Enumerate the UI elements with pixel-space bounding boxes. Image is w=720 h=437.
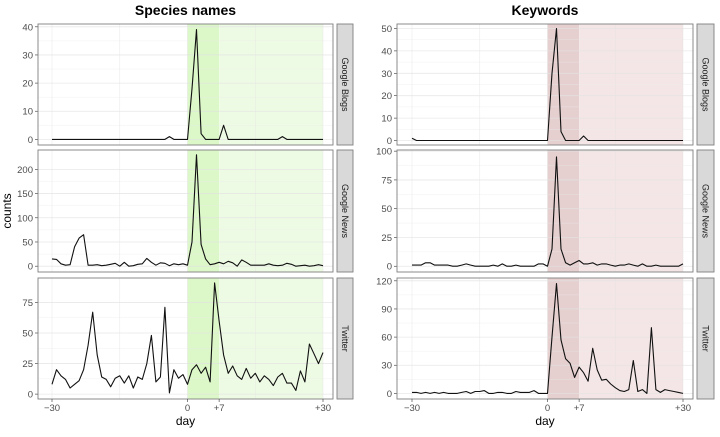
- facet-strip: [696, 277, 715, 400]
- panel-twitter: 0 25 50 75 Twitter −30 0 +7 +30: [22, 277, 354, 414]
- facet-strip: [696, 149, 715, 273]
- y-tick-label: 60: [381, 333, 392, 344]
- x-tick-label: +7: [214, 403, 225, 414]
- facet-strip: [336, 149, 354, 273]
- y-tick-label: 0: [387, 262, 392, 273]
- series-line: [51, 282, 324, 394]
- x-tick-label: −30: [404, 403, 420, 414]
- x-axis-label: day: [176, 414, 195, 428]
- series-line: [52, 29, 323, 140]
- x-tick-label: 0: [185, 403, 190, 414]
- highlight-window: [547, 150, 580, 272]
- y-tick-label: 100: [376, 147, 392, 158]
- x-tick-label: 0: [545, 403, 550, 414]
- panel-border: [396, 23, 694, 146]
- panel-border: [396, 277, 694, 400]
- panel-google-news: 0 50 100 150 200 Google News: [17, 149, 354, 273]
- y-tick-label: 30: [22, 50, 33, 61]
- y-tick-label: 25: [381, 233, 392, 244]
- y-tick-label: 50: [22, 329, 33, 340]
- y-tick-label: 40: [381, 46, 392, 57]
- highlight-window: [219, 278, 323, 399]
- y-tick-label: 20: [381, 91, 392, 102]
- y-tick-label: 10: [22, 107, 33, 118]
- y-tick-label: 120: [376, 276, 392, 287]
- highlight-window: [219, 150, 323, 272]
- y-tick-label: 0: [28, 390, 33, 401]
- series-line: [411, 27, 683, 142]
- panel-border: [37, 23, 334, 146]
- panel-border: [396, 149, 694, 273]
- y-tick-label: 75: [22, 298, 33, 309]
- y-tick-label: 30: [381, 361, 392, 372]
- facet-strip: [696, 23, 715, 146]
- y-tick-label: 50: [22, 237, 33, 248]
- facet-strip-label: Google Blogs: [340, 57, 350, 112]
- y-tick-label: 40: [22, 22, 33, 33]
- y-tick-label: 75: [381, 175, 392, 186]
- chart-title: Species names: [135, 2, 236, 18]
- y-tick-label: 10: [381, 114, 392, 125]
- y-tick-label: 90: [381, 304, 392, 315]
- x-tick-label: +30: [315, 403, 331, 414]
- panel-google-blogs: 0 10 20 30 40 50 Google Blogs: [381, 23, 715, 147]
- series-line: [412, 283, 684, 394]
- panel-google-news: 0 25 50 75 100 Google News: [376, 147, 715, 273]
- facet-strip-label: Google Blogs: [701, 57, 711, 112]
- facet-strip-label: Twitter: [340, 325, 350, 352]
- x-tick-label: +7: [574, 403, 585, 414]
- facet-column-species-names: Species names 0 10 20 30 40 Google Blogs 0 50 100…: [17, 2, 354, 428]
- chart-title: Keywords: [512, 2, 579, 18]
- highlight-window: [579, 278, 683, 399]
- y-tick-label: 0: [387, 389, 392, 400]
- facet-strip-label: Twitter: [701, 325, 711, 352]
- x-axis-label: day: [535, 414, 554, 428]
- y-tick-label: 150: [17, 189, 33, 200]
- series-line: [412, 156, 684, 267]
- y-tick-label: 0: [28, 262, 33, 273]
- series-line: [51, 154, 324, 267]
- highlight-window: [547, 278, 580, 399]
- panel-border: [37, 277, 334, 400]
- y-tick-label: 100: [17, 213, 33, 224]
- y-tick-label: 25: [22, 359, 33, 370]
- y-tick-label: 50: [381, 204, 392, 215]
- facet-column-keywords: Keywords 0 10 20 30 40 50 Google Blogs 0 25 50 75 10…: [376, 2, 715, 428]
- y-tick-label: 0: [28, 135, 33, 146]
- y-tick-label: 200: [17, 165, 33, 176]
- panel-google-blogs: 0 10 20 30 40 Google Blogs: [22, 22, 354, 146]
- facet-strip: [336, 23, 354, 146]
- highlight-window: [187, 150, 220, 272]
- y-axis-label: counts: [0, 193, 14, 228]
- y-tick-label: 20: [22, 79, 33, 90]
- panel-twitter: 0 30 60 90 120 Twitter −30 0 +7 +30: [376, 276, 715, 414]
- panel-border: [37, 149, 334, 273]
- y-tick-label: 0: [387, 136, 392, 147]
- y-tick-label: 30: [381, 69, 392, 80]
- facet-strip-label: Google News: [701, 184, 711, 239]
- facet-strip: [336, 277, 354, 400]
- highlight-window: [579, 150, 683, 272]
- y-tick-label: 50: [381, 24, 392, 35]
- x-tick-label: +30: [675, 403, 691, 414]
- x-tick-label: −30: [44, 403, 60, 414]
- highlight-window: [219, 24, 323, 145]
- facet-strip-label: Google News: [340, 184, 350, 239]
